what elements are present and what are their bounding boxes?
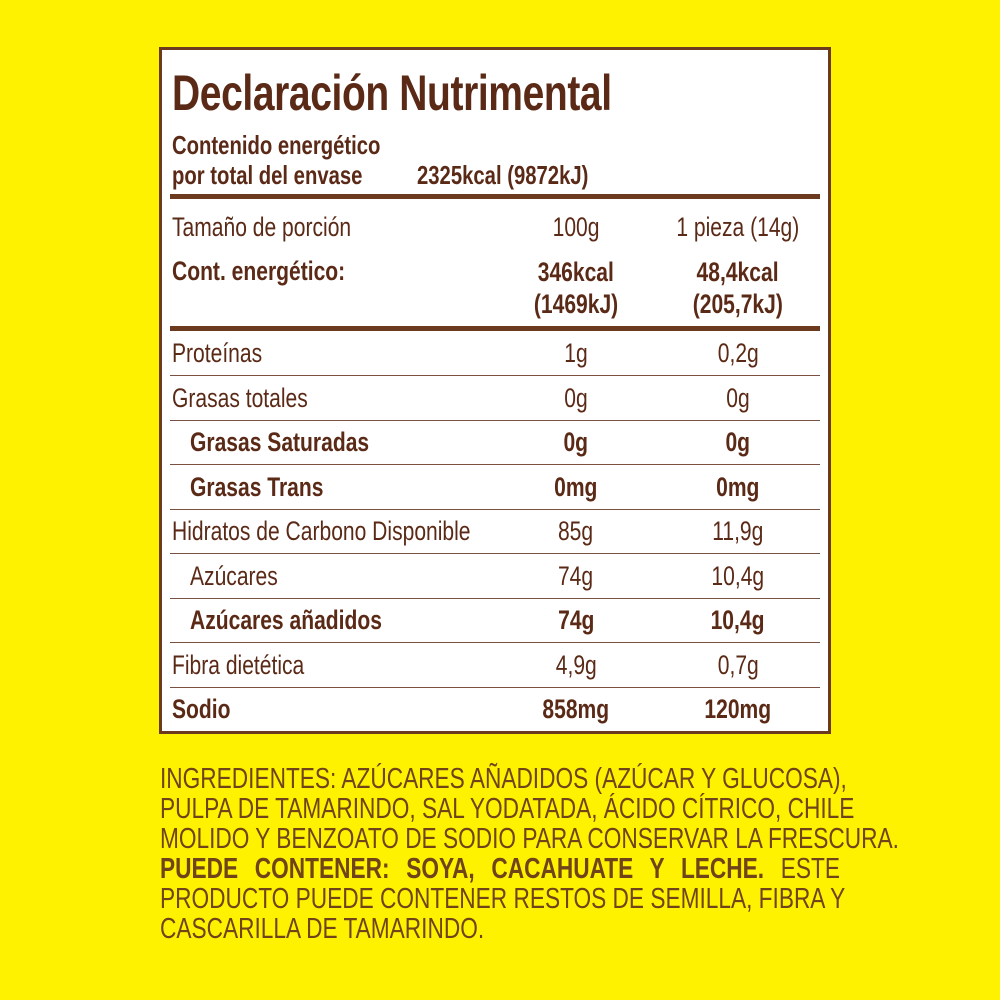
nutrition-facts-panel: Declaración Nutrimental Contenido energé…: [159, 47, 831, 734]
allergen-line: PUEDE CONTENER: SOYA, CACAHUATE Y LECHE.…: [160, 853, 840, 885]
nutrient-label: Grasas totales: [172, 382, 308, 413]
total-energy-value: 2325kcal (9872kJ): [417, 160, 589, 190]
nutrient-label: Fibra dietética: [172, 649, 305, 680]
value-per-piece: 0g: [725, 427, 751, 457]
value-per-piece: 11,9g: [712, 516, 764, 546]
nutrient-row: Azúcares añadidos 74g 10,4g: [170, 598, 820, 643]
value-per-piece: 0mg: [716, 471, 760, 502]
nutrient-row: Fibra dietética 4,9g 0,7g: [170, 643, 820, 688]
divider: [170, 326, 820, 331]
total-energy-label: Contenido energético por total del envas…: [172, 130, 381, 190]
ingredients-line: PULPA DE TAMARINDO, SAL YODATADA, ÁCIDO …: [160, 793, 855, 825]
ingredients-text: INGREDIENTES: AZÚCARES AÑADIDOS (AZÚCAR …: [160, 763, 899, 945]
value-per-100g: 4,9g: [555, 649, 597, 680]
value-per-100g: 0g: [564, 382, 588, 413]
nutrient-row: Grasas totales 0g 0g: [170, 376, 820, 421]
value-per-piece: 0,7g: [717, 649, 759, 680]
value-per-100g: 1g: [564, 338, 588, 368]
value-per-piece: 0,2g: [717, 338, 759, 368]
nutrient-label: Azúcares añadidos: [190, 605, 382, 635]
nutrient-row: Hidratos de Carbono Disponible 85g 11,9g: [170, 509, 820, 554]
nutrient-row: Sodio 858mg 120mg: [170, 687, 820, 731]
value-per-100g: 85g: [558, 516, 594, 546]
nutrient-label: Azúcares: [190, 560, 278, 591]
nutrient-label: Hidratos de Carbono Disponible: [172, 516, 471, 546]
nutrient-row: Azúcares 74g 10,4g: [170, 554, 820, 599]
ingredients-line: PRODUCTO PUEDE CONTENER RESTOS DE SEMILL…: [160, 883, 846, 915]
value-per-100g: 858mg: [542, 694, 610, 724]
nutrient-label: Sodio: [172, 694, 231, 724]
divider: [170, 194, 820, 199]
value-per-piece: 0g: [726, 382, 750, 413]
value-per-100g: 0g: [563, 427, 589, 457]
panel-title: Declaración Nutrimental: [172, 65, 612, 121]
ingredients-line: INGREDIENTES: AZÚCARES AÑADIDOS (AZÚCAR …: [160, 763, 847, 795]
ingredients-line: CASCARILLA DE TAMARINDO.: [160, 913, 485, 945]
nutrient-row: Grasas Saturadas 0g 0g: [170, 420, 820, 465]
ingredients-line: MOLIDO Y BENZOATO DE SODIO PARA CONSERVA…: [160, 823, 899, 855]
value-per-piece: 10,4g: [711, 605, 765, 635]
value-per-100g: 0mg: [554, 471, 598, 502]
nutrient-row: Proteínas 1g 0,2g: [170, 331, 820, 376]
value-per-100g: 74g: [557, 605, 595, 635]
value-per-piece: 120mg: [704, 694, 772, 724]
nutrient-row: Grasas Trans 0mg 0mg: [170, 465, 820, 510]
value-per-piece: 10,4g: [711, 560, 765, 591]
nutrient-label: Grasas Trans: [190, 471, 324, 502]
allergen-warning: PUEDE CONTENER: SOYA, CACAHUATE Y LECHE.: [160, 853, 765, 885]
value-per-100g: 74g: [558, 560, 594, 591]
nutrient-label: Grasas Saturadas: [190, 427, 370, 457]
nutrient-label: Proteínas: [172, 338, 263, 368]
